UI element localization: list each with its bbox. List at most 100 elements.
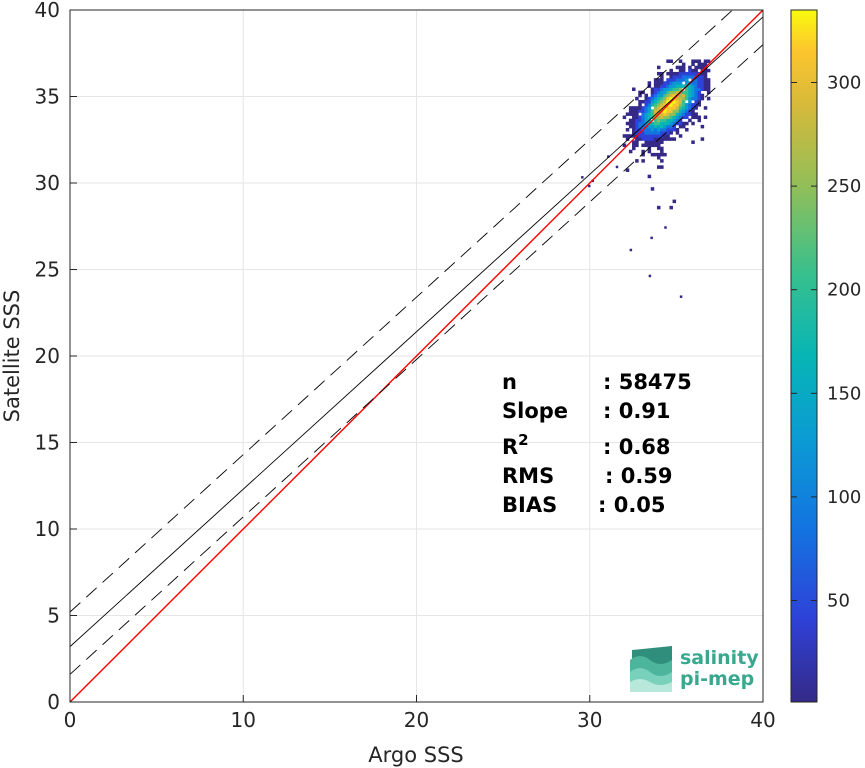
stat-value: : 0.91 xyxy=(603,399,671,423)
density-cell xyxy=(697,118,702,123)
density-cell xyxy=(666,118,670,123)
outlier-point xyxy=(629,248,633,252)
salinity-pi-mep-logo: salinity pi-mep xyxy=(630,646,759,692)
density-cell xyxy=(669,131,673,135)
density-cell xyxy=(706,96,711,101)
density-cell xyxy=(706,87,711,92)
density-cell xyxy=(663,87,667,92)
density-cell xyxy=(656,96,661,101)
density-cell xyxy=(675,71,680,76)
colorbar-ticks: 50 100 150 200 250 300 xyxy=(791,73,861,611)
density-cell xyxy=(638,103,642,107)
density-cell xyxy=(678,68,683,73)
density-cell xyxy=(678,118,683,123)
density-cell xyxy=(703,81,708,85)
density-cell xyxy=(647,109,652,113)
density-cell xyxy=(675,112,680,116)
density-cell xyxy=(703,59,708,63)
density-cell xyxy=(638,137,642,141)
density-cell xyxy=(663,127,667,132)
density-cell xyxy=(697,65,702,70)
density-cell xyxy=(638,121,642,126)
density-cell xyxy=(647,127,652,132)
density-cell xyxy=(632,146,636,151)
density-cell xyxy=(678,84,683,88)
density-cell xyxy=(666,59,670,63)
density-cell xyxy=(638,99,642,104)
density-cell xyxy=(650,152,655,157)
density-cell xyxy=(644,115,649,120)
density-cell xyxy=(638,115,642,120)
density-cell xyxy=(681,78,686,82)
density-cell xyxy=(678,115,683,120)
density-cell xyxy=(706,84,711,88)
density-cell xyxy=(666,127,670,132)
outlier-point xyxy=(581,176,584,179)
density-cell xyxy=(672,112,677,116)
density-cell xyxy=(653,109,658,113)
density-cell xyxy=(691,84,695,88)
density-cell xyxy=(700,62,705,67)
density-cell xyxy=(672,71,677,76)
density-cell xyxy=(647,137,652,141)
density-cell xyxy=(647,106,652,110)
density-cell xyxy=(672,106,677,110)
density-cell xyxy=(647,96,652,101)
density-cell xyxy=(644,93,649,98)
density-cell xyxy=(650,131,655,135)
stat-value: : 0.68 xyxy=(603,435,671,459)
density-cell xyxy=(694,112,698,116)
waves-icon xyxy=(630,646,672,692)
density-cell xyxy=(694,71,698,76)
density-cell xyxy=(644,112,649,116)
stat-label: n xyxy=(502,370,517,394)
density-cell xyxy=(663,137,667,141)
density-cell xyxy=(653,96,658,101)
density-cell xyxy=(641,152,645,157)
density-cell xyxy=(625,137,630,141)
density-cell xyxy=(650,103,655,107)
density-cell xyxy=(638,106,642,110)
density-cell xyxy=(660,75,664,79)
density-cell xyxy=(663,109,667,113)
density-cell xyxy=(660,99,664,104)
density-cell xyxy=(656,134,661,138)
density-cell xyxy=(675,96,680,101)
density-cell xyxy=(697,90,702,95)
density-cell xyxy=(703,87,708,92)
density-cell xyxy=(694,115,698,120)
density-cell xyxy=(660,127,664,132)
density-cell xyxy=(678,71,683,76)
density-cell xyxy=(666,106,670,110)
density-cell xyxy=(675,106,680,110)
density-cell xyxy=(644,103,649,107)
density-cell xyxy=(653,124,658,129)
density-cell xyxy=(650,109,655,113)
density-cell xyxy=(694,78,698,82)
density-cell xyxy=(700,78,705,82)
density-cell xyxy=(669,109,673,113)
density-cell xyxy=(653,87,658,92)
density-cell xyxy=(663,103,667,107)
logo-line1: salinity xyxy=(680,647,759,669)
density-cell xyxy=(622,115,627,120)
density-cell xyxy=(669,106,673,110)
density-cell xyxy=(641,143,645,148)
x-tick-label: 0 xyxy=(64,708,77,732)
density-cell xyxy=(681,99,686,104)
density-cell xyxy=(650,90,655,95)
density-cell xyxy=(660,81,664,85)
density-cell xyxy=(641,159,645,163)
stat-label: RMS xyxy=(502,464,554,488)
density-cell xyxy=(660,84,664,88)
x-axis-label: Argo SSS xyxy=(368,743,463,767)
density-cell xyxy=(632,124,636,129)
density-cell xyxy=(700,124,705,129)
density-cell xyxy=(660,112,664,116)
density-cell xyxy=(628,109,633,113)
density-cell xyxy=(628,106,633,110)
colorbar-tick-label: 200 xyxy=(827,280,861,301)
density-cell xyxy=(691,59,695,63)
stat-value: : 0.05 xyxy=(598,493,666,517)
